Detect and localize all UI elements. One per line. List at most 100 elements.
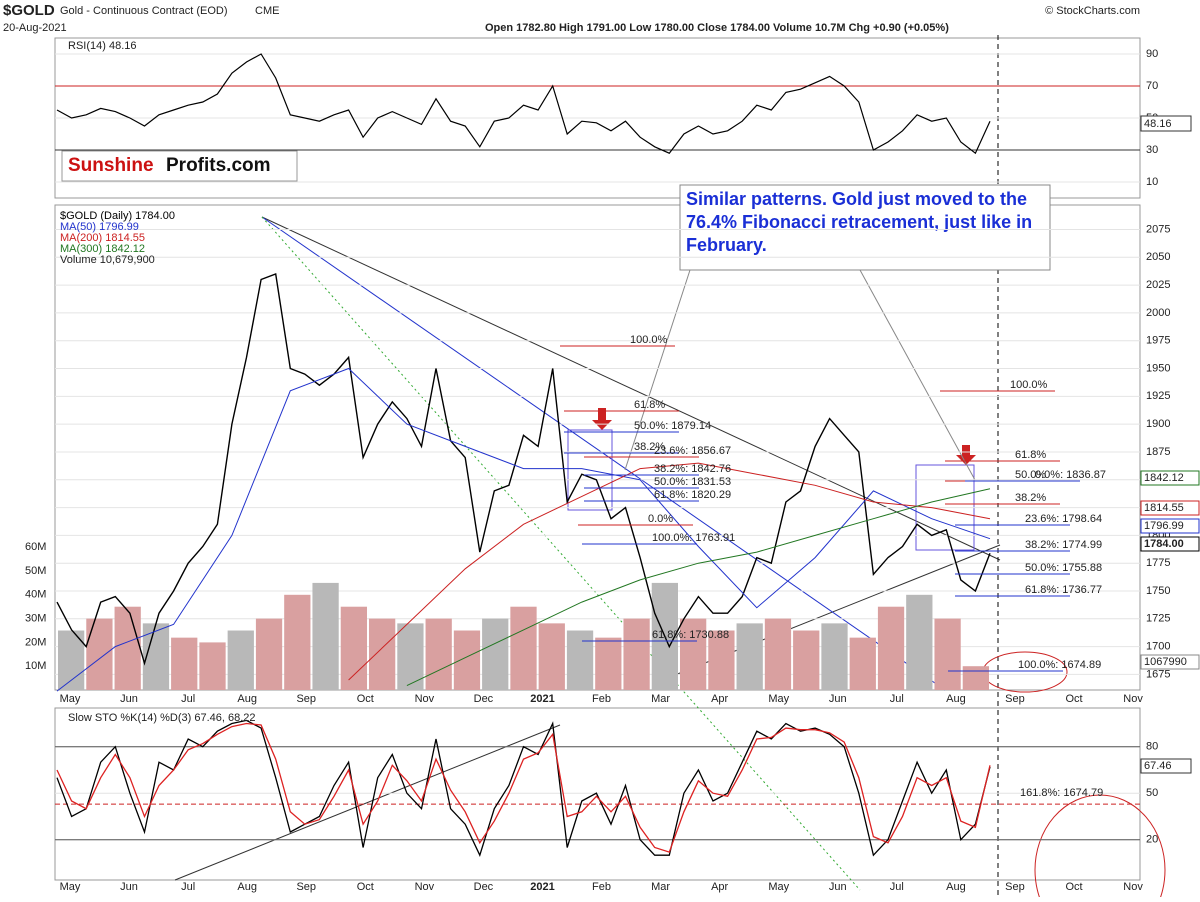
x-tick-label: Feb [592, 881, 611, 893]
x-tick-label: May [768, 693, 789, 705]
value-tag-label: 67.46 [1144, 760, 1172, 772]
x-tick-label: May [768, 881, 789, 893]
x-tick-label: Nov [1123, 693, 1143, 705]
x-tick-label: Oct [1065, 693, 1082, 705]
x-tick-label: Sep [1005, 881, 1025, 893]
legend-entry: MA(50) 1796.99 [60, 221, 139, 233]
series-line [56, 722, 991, 853]
volume-bar [566, 630, 594, 690]
value-tag-label: 1067990 [1144, 656, 1187, 668]
fib-label: 50.0%: 1831.53 [654, 476, 731, 488]
rsi-label: RSI(14) 48.16 [68, 40, 136, 52]
logo-second: Profits.com [166, 155, 271, 176]
volume-tick-label: 10M [25, 660, 46, 672]
series-line [56, 53, 991, 155]
volume-bar [425, 618, 452, 690]
callout-box [679, 184, 1051, 271]
value-tag-label: 1784.00 [1144, 538, 1184, 550]
fib-label: 61.8% [1015, 449, 1046, 461]
pattern-box [567, 429, 613, 511]
volume-bar [538, 623, 565, 690]
volume-bar [86, 618, 113, 690]
x-tick-label: Jul [890, 881, 904, 893]
x-tick-label: Oct [1065, 881, 1082, 893]
logo-first: Sunshine [68, 155, 154, 176]
y-tick-label: 90 [1146, 48, 1158, 60]
logo-box [61, 150, 298, 182]
value-tag [1140, 470, 1200, 486]
y-tick-label: 1950 [1146, 362, 1170, 374]
value-tag-label: 1842.12 [1144, 472, 1184, 484]
y-tick-label: 1750 [1146, 585, 1170, 597]
x-tick-label: Sep [296, 881, 316, 893]
symbol: $GOLD [3, 2, 55, 19]
x-tick-label: Jul [181, 881, 195, 893]
y-tick-label: 2075 [1146, 223, 1170, 235]
volume-bar [736, 623, 763, 690]
series-line [56, 719, 991, 857]
volume-bar [764, 618, 792, 690]
volume-bar [849, 637, 876, 690]
fib-label: 50.0%: 1755.88 [1025, 562, 1102, 574]
x-tick-label: 2021 [530, 881, 554, 893]
y-tick-label: 10 [1146, 176, 1158, 188]
volume-bar [284, 594, 311, 690]
fib-label: 38.2%: 1774.99 [1025, 539, 1102, 551]
x-tick-label: Mar [651, 881, 670, 893]
value-tag [1140, 758, 1192, 774]
volume-bar [595, 637, 622, 690]
value-tag-label: 1814.55 [1144, 502, 1184, 514]
x-tick-label: Nov [415, 693, 435, 705]
x-tick-label: Apr [711, 693, 728, 705]
volume-bar [934, 618, 961, 690]
y-tick-label: 20 [1146, 834, 1158, 846]
y-tick-label: 1725 [1146, 613, 1170, 625]
legend-entry: MA(200) 1814.55 [60, 232, 145, 244]
volume-bar [482, 618, 509, 690]
fib-label: 100.0% [630, 334, 668, 346]
callout-text: Similar patterns. Gold just moved to the… [686, 189, 1033, 255]
x-tick-label: May [60, 881, 81, 893]
fib-label: 61.8%: 1730.88 [652, 629, 729, 641]
x-tick-label: Jul [890, 693, 904, 705]
arrow [956, 445, 976, 465]
value-tag-label: 1796.99 [1144, 520, 1184, 532]
callout-pointer [624, 269, 691, 471]
value-tag [1140, 115, 1192, 132]
volume-bar [906, 594, 933, 690]
series-line [348, 462, 991, 681]
fib-label: 23.6%: 1856.67 [654, 445, 731, 457]
legend-entry: $GOLD (Daily) 1784.00 [60, 210, 175, 222]
volume-bar [340, 606, 367, 690]
x-tick-label: Jun [829, 693, 847, 705]
sto-panel [54, 707, 1141, 881]
y-tick-label: 2050 [1146, 251, 1170, 263]
y-tick-label: 1925 [1146, 390, 1170, 402]
y-tick-label: 50 [1146, 787, 1158, 799]
y-tick-label: 1700 [1146, 641, 1170, 653]
source: © StockCharts.com [1045, 5, 1140, 17]
series-line [406, 488, 991, 687]
volume-bar [369, 618, 396, 690]
fib-label: 100.0%: 1763.91 [652, 532, 735, 544]
volume-bar [623, 618, 650, 690]
x-tick-label: Aug [946, 881, 966, 893]
x-tick-label: Sep [296, 693, 316, 705]
x-tick-label: Aug [237, 693, 257, 705]
x-tick-label: Jul [181, 693, 195, 705]
fib-label: 50.0% [1015, 469, 1046, 481]
x-tick-label: Dec [474, 881, 494, 893]
y-tick-label: 2000 [1146, 307, 1170, 319]
fib-label: 61.8%: 1736.77 [1025, 584, 1102, 596]
trendline [174, 724, 561, 881]
fib-label: 38.2% [634, 441, 665, 453]
volume-bar [793, 630, 820, 690]
volume-bar [962, 666, 989, 690]
volume-bar [510, 606, 537, 690]
callout-pointer [859, 269, 976, 481]
y-tick-label: 2025 [1146, 279, 1170, 291]
fib-label: 0.0% [648, 513, 673, 525]
x-tick-label: Oct [357, 693, 374, 705]
x-tick-label: Jun [120, 693, 138, 705]
